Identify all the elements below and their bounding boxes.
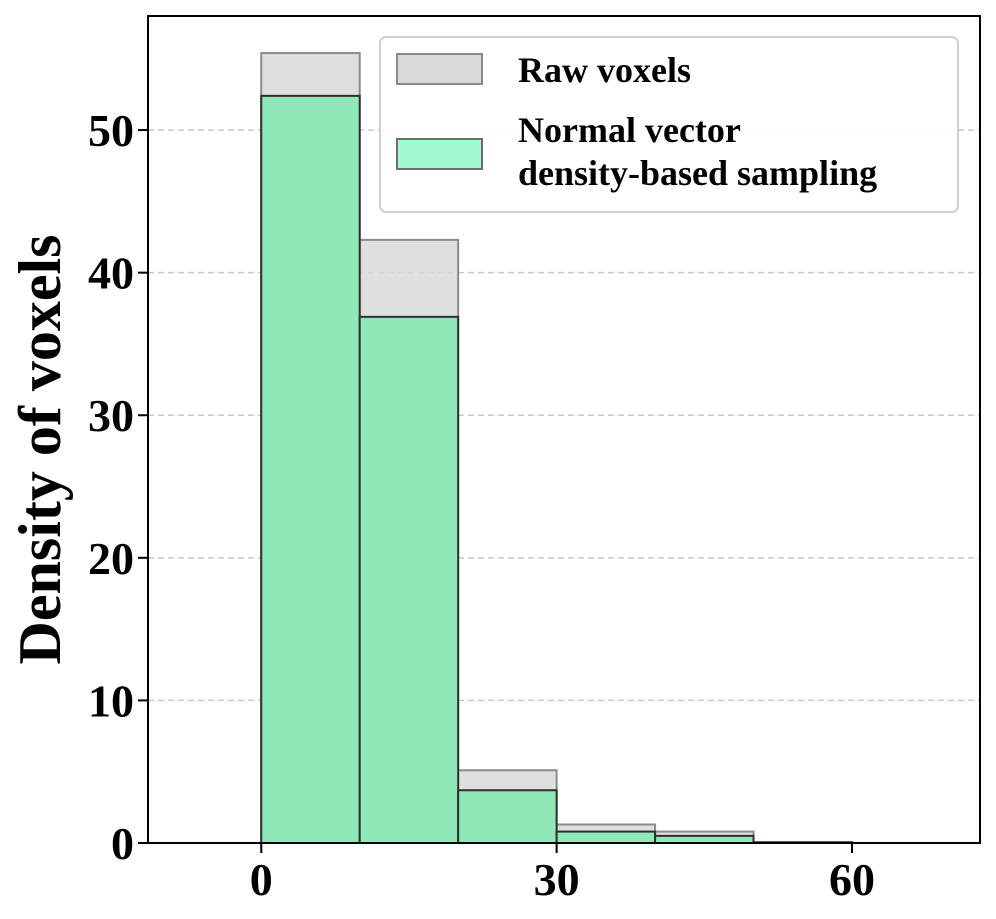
- legend-label-sampled: Normal vector density-based sampling: [518, 110, 877, 193]
- plot-frame: [147, 15, 981, 844]
- y-tick-label-10: 10: [88, 675, 134, 726]
- y-tick-label-30: 30: [88, 390, 134, 441]
- legend-swatch-sampled: [396, 138, 483, 170]
- bar-sampled-2: [457, 789, 558, 844]
- legend-box: [379, 36, 959, 213]
- x-tick-label-60: 60: [829, 854, 875, 905]
- legend-label-sampled-line-2: density-based sampling: [518, 153, 877, 193]
- x-tick-label-30: 30: [534, 854, 580, 905]
- legend: Raw voxels Normal vector density-based sam…: [379, 36, 959, 213]
- y-axis-label: Density of voxels: [7, 235, 73, 665]
- axis-ticks: 0 10 20 30 40 50 0 30 60: [88, 105, 875, 905]
- bar-sampled-0: [260, 94, 361, 845]
- legend-label-sampled-line-1: Normal vector: [518, 110, 741, 150]
- x-tick-label-0: 0: [250, 854, 273, 905]
- bar-sampled-3: [555, 830, 657, 844]
- legend-label-raw: Raw voxels: [518, 50, 691, 90]
- legend-swatch-raw: [396, 53, 483, 85]
- bar-sampled-1: [358, 315, 460, 845]
- y-tick-label-40: 40: [88, 248, 134, 299]
- y-tick-label-0: 0: [111, 818, 134, 869]
- histogram-bars: [260, 52, 853, 845]
- y-tick-label-20: 20: [88, 533, 134, 584]
- bar-sampled-4: [654, 834, 755, 844]
- y-tick-label-50: 50: [88, 105, 134, 156]
